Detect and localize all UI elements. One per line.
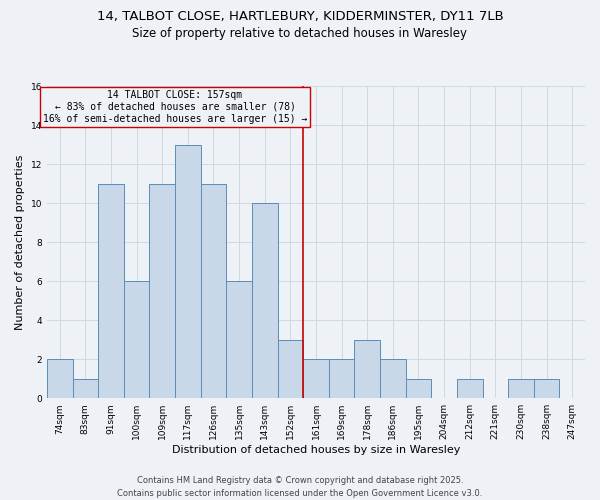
Text: Contains HM Land Registry data © Crown copyright and database right 2025.
Contai: Contains HM Land Registry data © Crown c… bbox=[118, 476, 482, 498]
X-axis label: Distribution of detached houses by size in Waresley: Distribution of detached houses by size … bbox=[172, 445, 460, 455]
Bar bbox=[175, 145, 200, 398]
Bar bbox=[303, 359, 329, 398]
Bar bbox=[252, 204, 278, 398]
Bar bbox=[98, 184, 124, 398]
Bar bbox=[278, 340, 303, 398]
Text: 14, TALBOT CLOSE, HARTLEBURY, KIDDERMINSTER, DY11 7LB: 14, TALBOT CLOSE, HARTLEBURY, KIDDERMINS… bbox=[97, 10, 503, 23]
Bar bbox=[508, 378, 534, 398]
Bar bbox=[124, 282, 149, 398]
Text: Size of property relative to detached houses in Waresley: Size of property relative to detached ho… bbox=[133, 28, 467, 40]
Bar bbox=[355, 340, 380, 398]
Bar bbox=[73, 378, 98, 398]
Bar bbox=[380, 359, 406, 398]
Bar bbox=[47, 359, 73, 398]
Bar bbox=[534, 378, 559, 398]
Text: 14 TALBOT CLOSE: 157sqm
← 83% of detached houses are smaller (78)
16% of semi-de: 14 TALBOT CLOSE: 157sqm ← 83% of detache… bbox=[43, 90, 307, 124]
Bar bbox=[226, 282, 252, 398]
Y-axis label: Number of detached properties: Number of detached properties bbox=[15, 154, 25, 330]
Bar bbox=[457, 378, 482, 398]
Bar bbox=[406, 378, 431, 398]
Bar bbox=[149, 184, 175, 398]
Bar bbox=[329, 359, 355, 398]
Bar bbox=[200, 184, 226, 398]
